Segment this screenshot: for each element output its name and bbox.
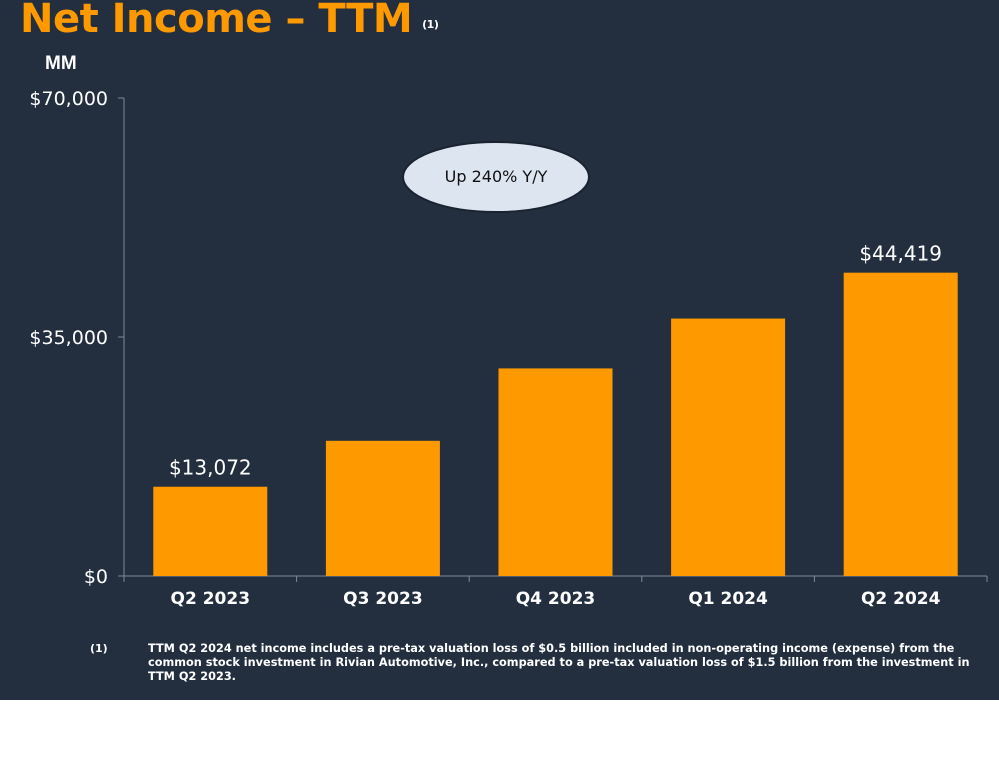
- bar: [671, 318, 786, 576]
- footnote-marker: (1): [90, 642, 108, 655]
- callout-text: Up 240% Y/Y: [445, 167, 548, 186]
- y-tick-label: $35,000: [29, 327, 108, 349]
- bar: [153, 486, 268, 576]
- title-footnote-marker: (1): [422, 18, 439, 31]
- y-tick-label: $70,000: [29, 88, 108, 110]
- chart-bars: [153, 272, 958, 576]
- unit-label: MM: [45, 53, 77, 74]
- x-tick-label: Q2 2024: [861, 589, 941, 609]
- y-tick-label: $0: [84, 566, 108, 588]
- x-tick-label: Q2 2023: [171, 589, 251, 609]
- bar: [498, 368, 613, 576]
- x-tick-label: Q4 2023: [516, 589, 596, 609]
- growth-callout: Up 240% Y/Y: [402, 141, 590, 213]
- chart-title: Net Income – TTM (1): [20, 0, 439, 42]
- x-tick-label: Q3 2023: [343, 589, 423, 609]
- slide-background: Net Income – TTM (1) MM $0 $35,000 $70,000 …: [0, 0, 999, 700]
- data-label: $44,419: [859, 242, 942, 266]
- chart-axes: $0 $35,000 $70,000: [29, 88, 988, 588]
- callout-ellipse: [402, 141, 590, 213]
- bar: [843, 272, 958, 576]
- bar-chart: $0 $35,000 $70,000 Q2 2023 $13,072 Q3 2023 Q4…: [29, 88, 988, 609]
- footnote-text: TTM Q2 2024 net income includes a pre-ta…: [148, 642, 970, 683]
- chart-labels: Q2 2023 $13,072 Q3 2023 Q4 2023 Q1 2024 Q2 20…: [169, 242, 942, 609]
- x-tick-label: Q1 2024: [688, 589, 768, 609]
- data-label: $13,072: [169, 456, 252, 480]
- bar: [325, 440, 440, 576]
